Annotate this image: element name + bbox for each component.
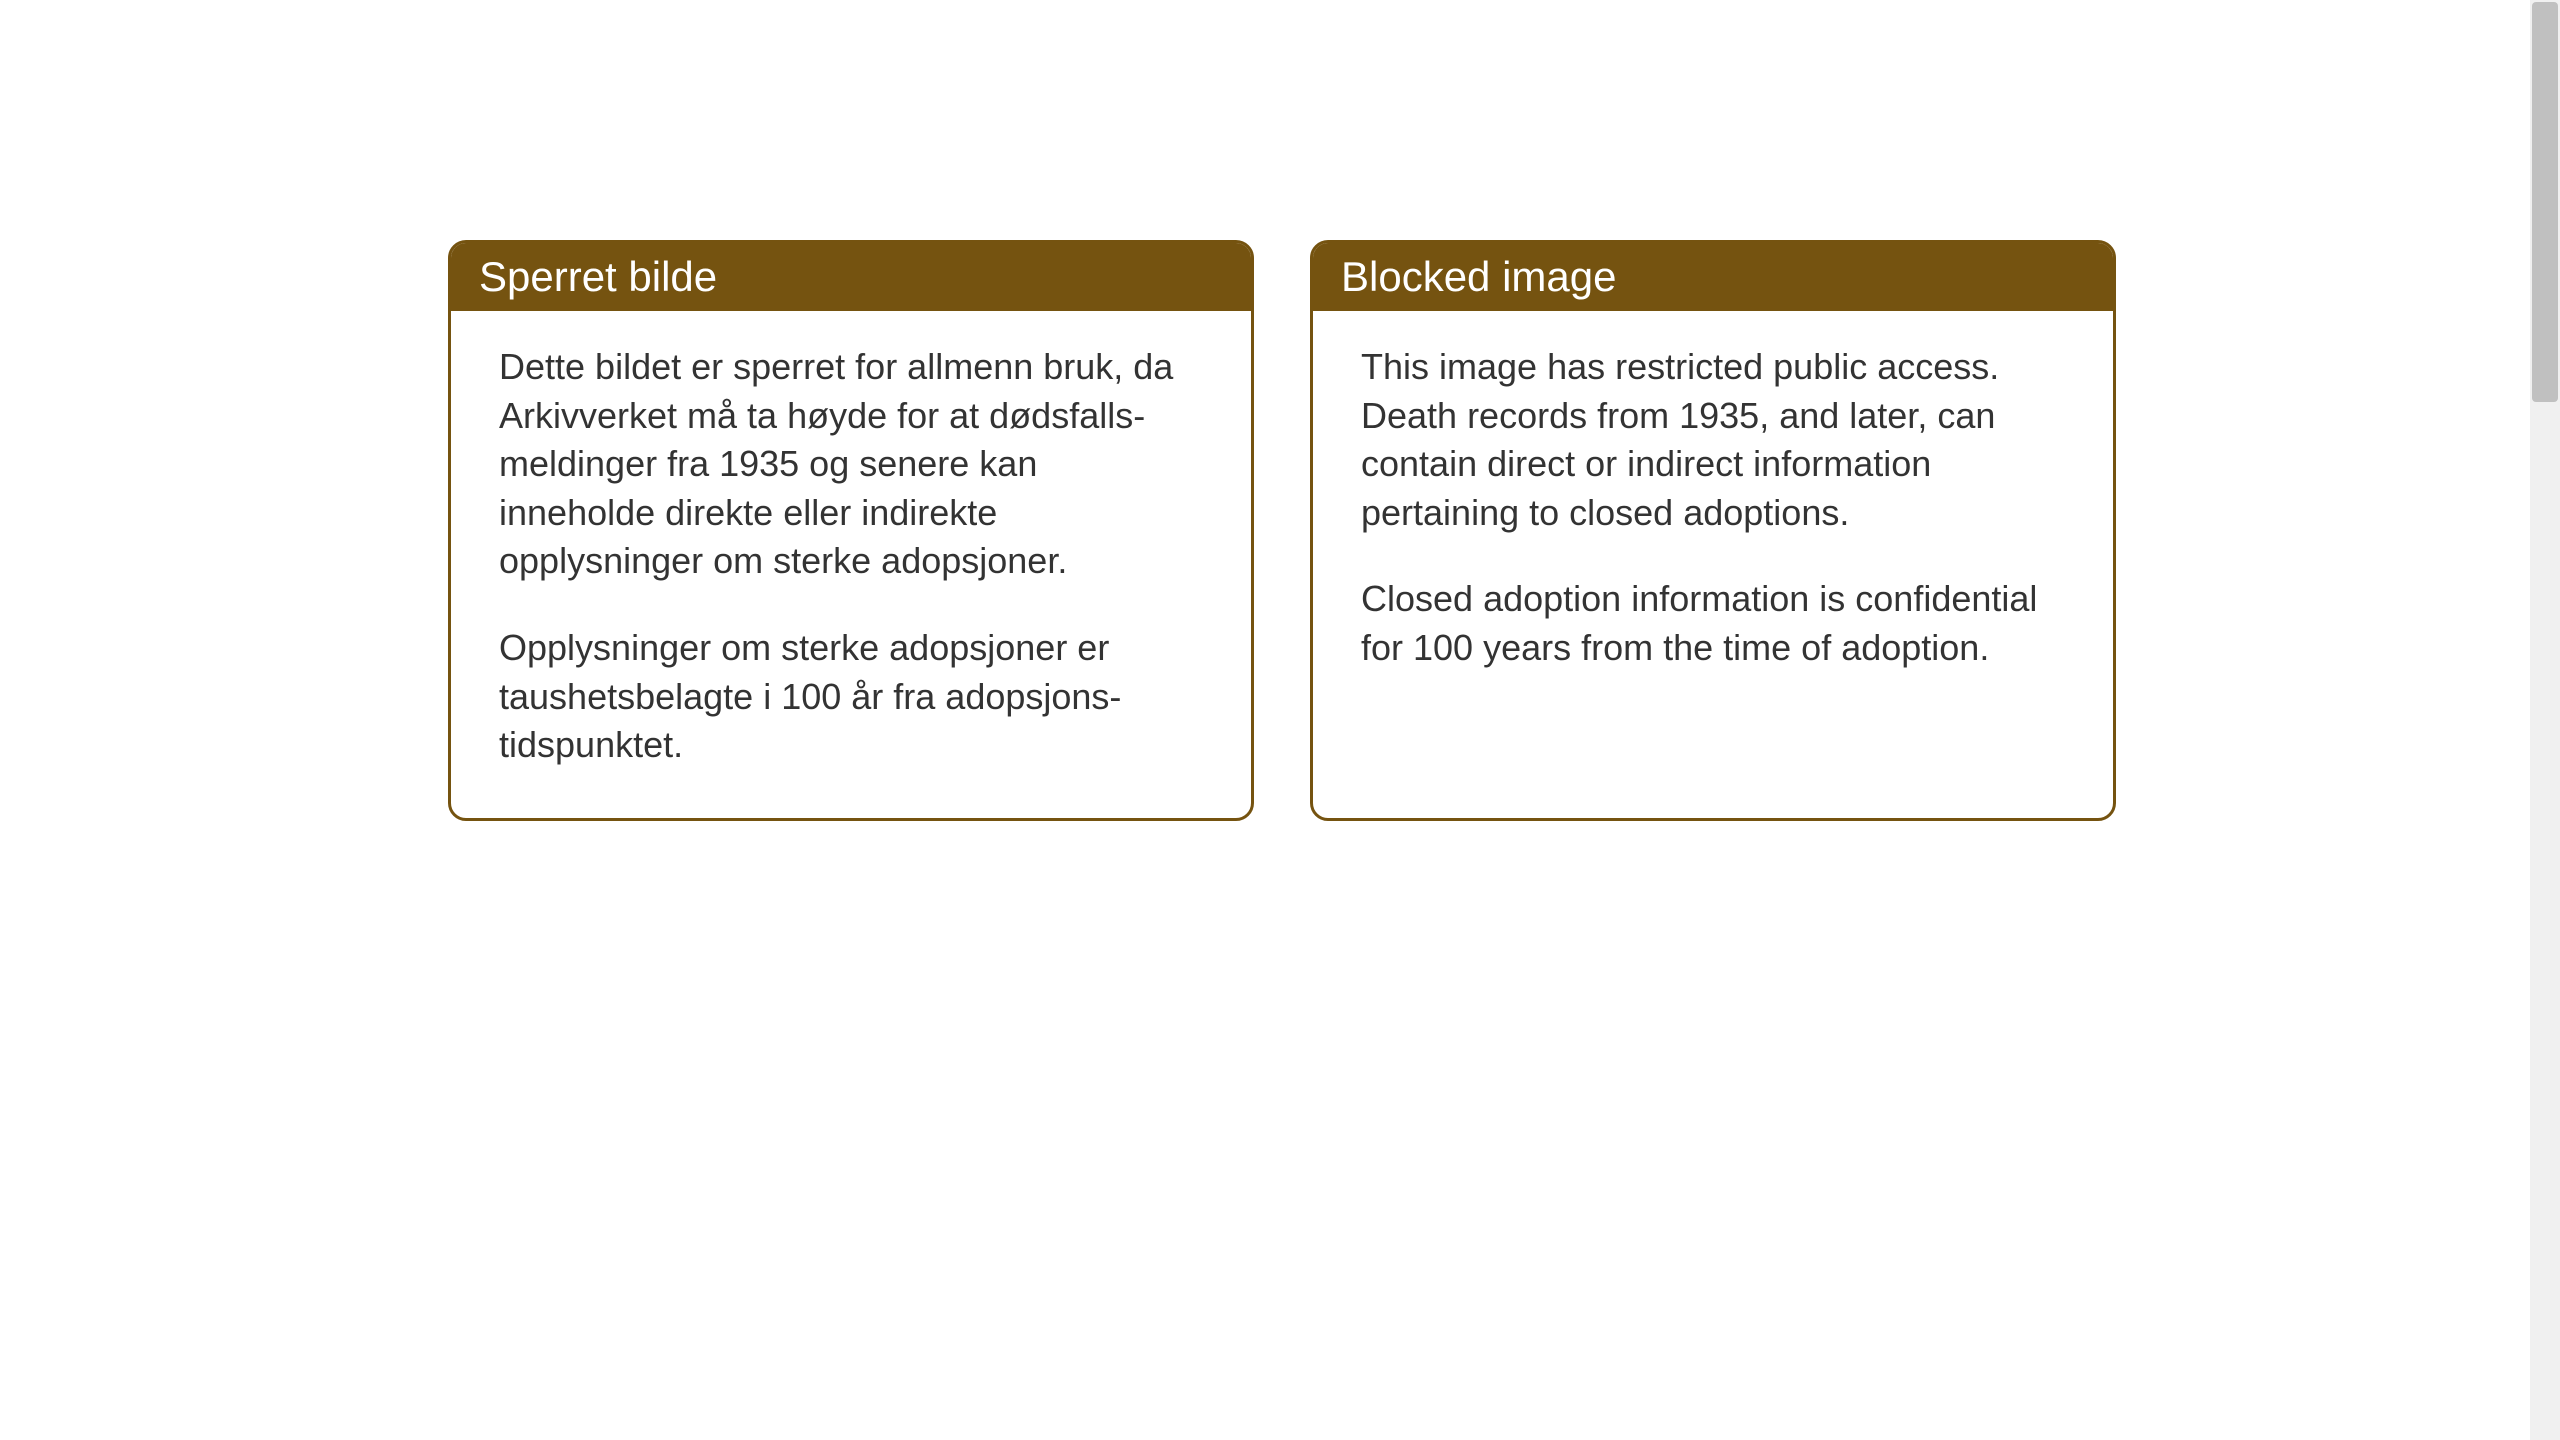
norwegian-paragraph-2: Opplysninger om sterke adopsjoner er tau… (499, 624, 1203, 770)
english-notice-card: Blocked image This image has restricted … (1310, 240, 2116, 821)
notice-cards-container: Sperret bilde Dette bildet er sperret fo… (448, 240, 2116, 821)
english-card-body: This image has restricted public access.… (1313, 311, 2113, 721)
norwegian-paragraph-1: Dette bildet er sperret for allmenn bruk… (499, 343, 1203, 586)
english-paragraph-1: This image has restricted public access.… (1361, 343, 2065, 537)
vertical-scrollbar-thumb[interactable] (2532, 2, 2558, 402)
norwegian-card-body: Dette bildet er sperret for allmenn bruk… (451, 311, 1251, 818)
english-card-title: Blocked image (1313, 243, 2113, 311)
vertical-scrollbar-track[interactable] (2530, 0, 2560, 1440)
english-paragraph-2: Closed adoption information is confident… (1361, 575, 2065, 672)
norwegian-card-title: Sperret bilde (451, 243, 1251, 311)
norwegian-notice-card: Sperret bilde Dette bildet er sperret fo… (448, 240, 1254, 821)
